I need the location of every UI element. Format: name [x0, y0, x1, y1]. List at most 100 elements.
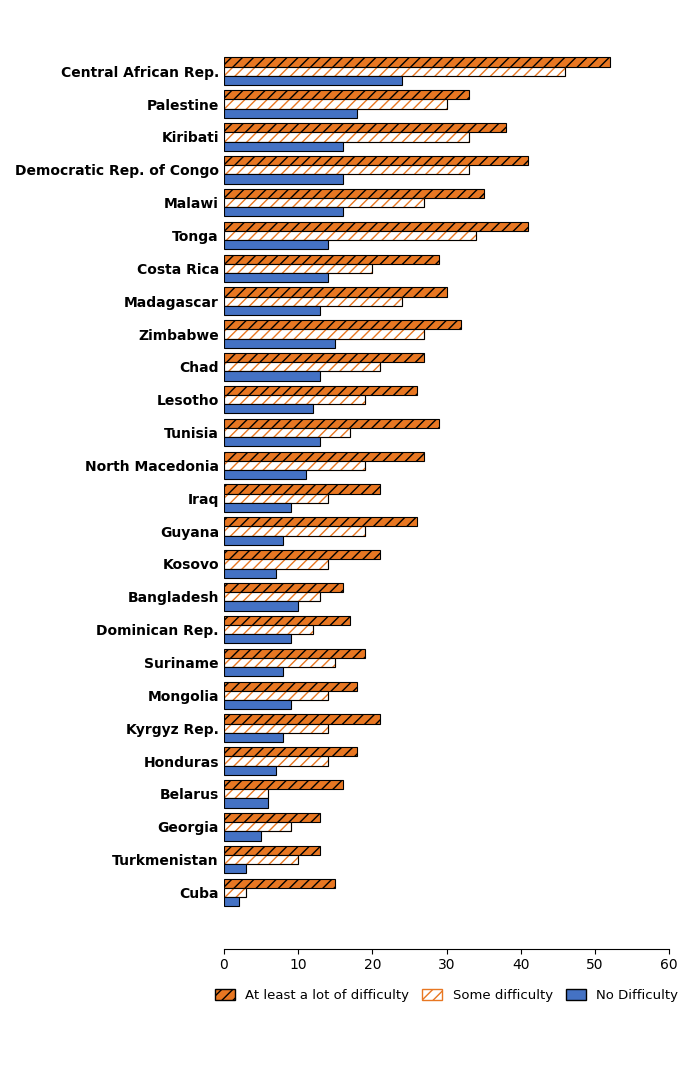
Bar: [224, 460, 365, 470]
Bar: [224, 658, 335, 668]
Bar: [224, 189, 484, 198]
Bar: [224, 625, 313, 634]
Bar: [224, 297, 402, 305]
Bar: [224, 527, 365, 536]
Bar: [224, 240, 328, 249]
Bar: [224, 822, 290, 831]
Bar: [224, 625, 313, 634]
Bar: [224, 733, 283, 742]
Bar: [224, 123, 506, 132]
Bar: [224, 419, 439, 428]
Bar: [224, 592, 320, 601]
Bar: [224, 437, 320, 446]
Bar: [224, 700, 290, 709]
Bar: [224, 254, 439, 264]
Bar: [224, 166, 468, 174]
Bar: [224, 405, 313, 413]
Bar: [224, 503, 290, 512]
Bar: [224, 681, 358, 691]
Bar: [224, 231, 476, 240]
Bar: [224, 616, 350, 625]
Bar: [224, 691, 328, 700]
Bar: [224, 879, 335, 888]
Bar: [224, 723, 328, 733]
Bar: [224, 99, 446, 109]
Bar: [224, 658, 335, 668]
Bar: [224, 329, 424, 339]
Bar: [224, 109, 358, 117]
Bar: [224, 297, 402, 305]
Bar: [224, 864, 246, 874]
Bar: [224, 813, 320, 822]
Bar: [224, 846, 320, 855]
Bar: [224, 198, 424, 207]
Bar: [224, 395, 365, 405]
Bar: [224, 222, 528, 231]
Bar: [224, 536, 283, 545]
Bar: [224, 723, 328, 733]
Bar: [224, 305, 320, 315]
Bar: [224, 560, 328, 568]
Bar: [224, 207, 342, 217]
Bar: [224, 780, 342, 789]
Bar: [224, 634, 290, 643]
Bar: [224, 362, 380, 372]
Bar: [224, 198, 424, 207]
Bar: [224, 583, 342, 592]
Bar: [224, 550, 380, 560]
Bar: [224, 568, 276, 578]
Bar: [224, 132, 468, 142]
Bar: [224, 897, 238, 906]
Bar: [224, 231, 476, 240]
Bar: [224, 428, 350, 437]
Bar: [224, 91, 468, 99]
Bar: [224, 354, 424, 362]
Bar: [224, 527, 365, 536]
Bar: [224, 132, 468, 142]
Bar: [224, 287, 446, 297]
Bar: [224, 485, 380, 493]
Bar: [224, 386, 416, 395]
Bar: [224, 339, 335, 348]
Bar: [224, 855, 298, 864]
Bar: [224, 264, 372, 273]
Bar: [224, 799, 268, 807]
Bar: [224, 58, 610, 66]
Bar: [224, 766, 276, 774]
Bar: [224, 372, 320, 380]
Bar: [224, 560, 328, 568]
Legend: At least a lot of difficulty, Some difficulty, No Difficulty: At least a lot of difficulty, Some diffi…: [209, 984, 683, 1007]
Bar: [224, 831, 261, 841]
Bar: [224, 156, 528, 166]
Bar: [224, 76, 402, 85]
Bar: [224, 320, 462, 329]
Bar: [224, 888, 246, 897]
Bar: [224, 888, 246, 897]
Bar: [224, 756, 328, 766]
Bar: [224, 66, 565, 76]
Bar: [224, 264, 372, 273]
Bar: [224, 428, 350, 437]
Bar: [224, 714, 380, 723]
Bar: [224, 273, 328, 282]
Bar: [224, 691, 328, 700]
Bar: [224, 174, 342, 184]
Bar: [224, 789, 268, 799]
Bar: [224, 493, 328, 503]
Bar: [224, 668, 283, 676]
Bar: [224, 855, 298, 864]
Bar: [224, 166, 468, 174]
Bar: [224, 395, 365, 405]
Bar: [224, 470, 306, 480]
Bar: [224, 601, 298, 611]
Bar: [224, 66, 565, 76]
Bar: [224, 362, 380, 372]
Bar: [224, 822, 290, 831]
Bar: [224, 329, 424, 339]
Bar: [224, 789, 268, 799]
Bar: [224, 517, 416, 527]
Bar: [224, 748, 358, 756]
Bar: [224, 142, 342, 151]
Bar: [224, 493, 328, 503]
Bar: [224, 592, 320, 601]
